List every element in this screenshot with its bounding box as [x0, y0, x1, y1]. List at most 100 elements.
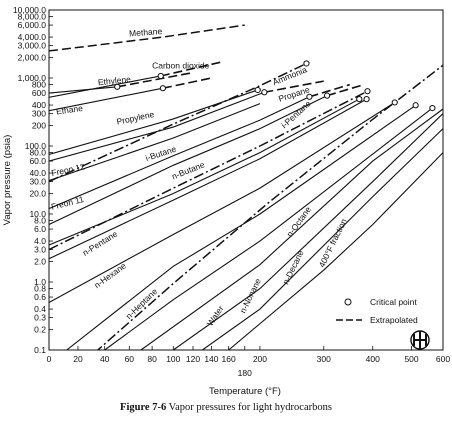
- y-tick-label: 0.4: [34, 304, 46, 314]
- legend-critical-point-label: Critical point: [370, 297, 417, 307]
- curve-n-butane-extrapolated: [326, 83, 365, 97]
- curve-carbon-dioxide: [49, 75, 161, 98]
- curve-n-heptane: [66, 104, 416, 350]
- y-tick-label: 10.0: [29, 209, 46, 219]
- curve-label: Methane: [129, 26, 163, 38]
- y-tick-label: 4.0: [34, 236, 46, 246]
- curve-label: n-Octane: [284, 204, 313, 238]
- y-tick-label: 0.1: [34, 345, 46, 355]
- x-tick-label: 500: [404, 354, 418, 364]
- y-tick-label: 600: [32, 88, 46, 98]
- curve-n-decane: [172, 113, 443, 350]
- x-tick-label: 0: [47, 354, 52, 364]
- y-tick-label: 0.2: [34, 325, 46, 335]
- curve-label: Ethane: [55, 103, 83, 117]
- curve-propane-extrapolated: [264, 80, 324, 94]
- curves: [49, 24, 443, 350]
- curve-water: [96, 64, 443, 350]
- y-tick-label: 40.0: [29, 168, 46, 178]
- y-tick-label: 30.0: [29, 177, 46, 187]
- curve-i-butane-extrapolated: [309, 83, 351, 98]
- y-tick-label: 2.0: [34, 257, 46, 267]
- curve-n-nonane: [140, 108, 443, 350]
- figure-caption: Figure 7-6 Vapor pressures for light hyd…: [0, 402, 452, 413]
- y-tick-label: 6,000.0: [18, 20, 47, 30]
- y-tick-label: 4,000.0: [18, 32, 47, 42]
- y-tick-label: 0.6: [34, 292, 46, 302]
- y-tick-label: 6.0: [34, 224, 46, 234]
- curve-n-octane: [104, 107, 433, 350]
- x-tick-label: 100: [166, 354, 180, 364]
- critical-point-propane: [261, 89, 268, 96]
- legend: Critical point Extrapolated: [336, 297, 418, 325]
- critical-point-propylene: [254, 86, 261, 94]
- critical-point-n-hexane: [391, 99, 398, 106]
- curve-n-pentane: [49, 98, 367, 260]
- critical-point-i-pentane: [356, 95, 363, 103]
- curve-label: n-Butane: [170, 159, 206, 181]
- y-tick-label: 1.0: [34, 277, 46, 287]
- y-tick-label: 1,000.0: [18, 73, 47, 83]
- curve-n-butane: [49, 95, 328, 226]
- x-tick-label: 40: [100, 354, 110, 364]
- y-tick-label: 3.0: [34, 245, 46, 255]
- y-tick-label: 300: [32, 109, 46, 119]
- x-tick-label: 60: [125, 354, 135, 364]
- critical-point-n-heptane: [412, 102, 419, 109]
- x-tick-label: 20: [73, 354, 83, 364]
- y-tick-label: 200: [32, 121, 46, 131]
- y-tick-label: 400: [32, 100, 46, 110]
- critical-point-carbon-dioxide: [157, 72, 164, 80]
- y-tick-label: 8,000.0: [18, 12, 47, 22]
- figure-number: Figure 7-6: [120, 402, 167, 413]
- x-tick-label: 180: [238, 368, 252, 378]
- figure-title: Vapor pressures for light hydrocarbons: [168, 402, 332, 413]
- y-tick-label: 80.0: [29, 148, 46, 158]
- curve-label: Ammonia: [271, 64, 308, 87]
- curve-label: Ethylene: [97, 74, 131, 87]
- curve-label: Freon 12: [50, 161, 86, 178]
- x-axis: 0 20 40 60 80 100 120 140 160 200 300 400 500 600 180: [47, 346, 450, 378]
- legend-extrapolated-label: Extrapolated: [370, 315, 418, 325]
- critical-point-i-butane: [306, 93, 313, 100]
- critical-point-ammonia: [303, 60, 310, 67]
- critical-point-n-butane: [323, 92, 331, 99]
- curve-propylene: [49, 89, 258, 156]
- x-tick-label: 140: [204, 354, 218, 364]
- critical-point-ethane: [159, 85, 167, 92]
- curve-ethane: [49, 87, 164, 112]
- curve-propane: [49, 91, 265, 162]
- y-tick-label: 800: [32, 80, 46, 90]
- x-tick-label: 300: [317, 354, 331, 364]
- y-tick-label: 0.8: [34, 284, 46, 294]
- y-tick-label: 2,000.0: [18, 53, 47, 63]
- y-axis: 0.1 0.2 0.30.4 0.60.81.0 2.0 3.04.0 6.08.010.0…: [13, 5, 53, 355]
- curve-label: n-Pentane: [81, 228, 120, 257]
- curve-n-hexane: [49, 101, 396, 303]
- curve-i-pentane: [49, 98, 360, 246]
- x-tick-label: 160: [222, 354, 236, 364]
- curve-ammonia: [49, 62, 307, 183]
- curve-freon-12: [49, 103, 261, 182]
- x-tick-label: 400: [366, 354, 380, 364]
- x-axis-title: Temperature (°F): [209, 386, 281, 397]
- critical-point-freon-11: [364, 88, 371, 95]
- curve-carbon-dioxide-extrapolated: [160, 61, 221, 77]
- plot-frame: [48, 9, 444, 351]
- curve-freon-11: [49, 90, 368, 251]
- publisher-logo-icon: [410, 330, 430, 350]
- y-axis-title: Vapor pressure (psia): [2, 135, 13, 226]
- vapor-pressure-chart: 0.1 0.2 0.30.4 0.60.81.0 2.0 3.04.0 6.08.010.0…: [2, 5, 450, 397]
- critical-points: [114, 60, 436, 112]
- critical-point-n-pentane: [363, 96, 370, 103]
- curve-ethylene: [49, 86, 118, 94]
- curve-label: Carbon dioxide: [152, 60, 209, 70]
- critical-point-n-octane: [429, 104, 436, 112]
- y-tick-label: 3,000.0: [18, 41, 47, 51]
- y-tick-label: 10,000.0: [13, 5, 46, 15]
- curve-ethane-extrapolated: [162, 77, 212, 89]
- curve-label: Propylene: [116, 109, 156, 127]
- curve-curve-20: [228, 152, 443, 350]
- curve-400-f-fraction: [202, 128, 443, 350]
- y-tick-label: 0.3: [34, 313, 46, 323]
